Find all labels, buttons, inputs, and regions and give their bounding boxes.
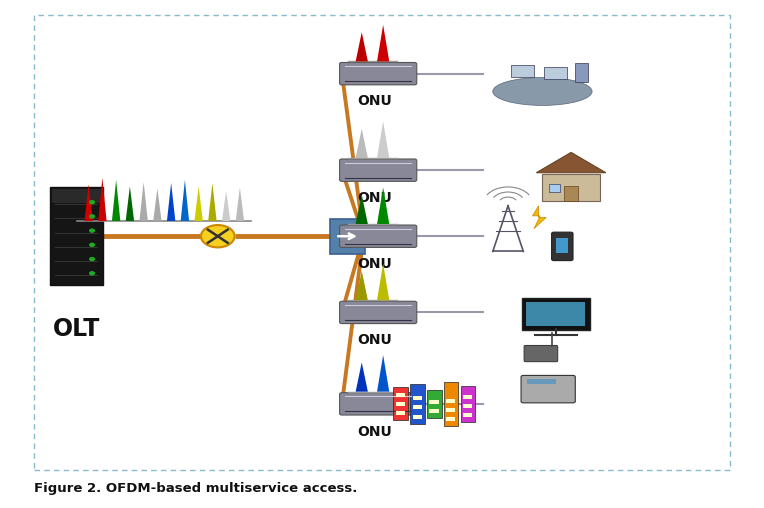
FancyBboxPatch shape [339,225,417,247]
Polygon shape [377,187,389,224]
Circle shape [90,243,95,246]
Polygon shape [98,178,107,221]
Polygon shape [533,206,546,229]
FancyBboxPatch shape [575,63,588,82]
Circle shape [90,201,95,204]
FancyBboxPatch shape [446,399,455,403]
FancyBboxPatch shape [542,174,600,201]
FancyBboxPatch shape [427,390,442,418]
Circle shape [90,272,95,275]
Polygon shape [181,180,189,221]
Polygon shape [355,32,367,61]
FancyBboxPatch shape [511,65,534,77]
FancyBboxPatch shape [556,238,568,253]
FancyBboxPatch shape [330,218,365,253]
FancyBboxPatch shape [413,415,422,419]
Polygon shape [222,190,231,221]
Polygon shape [377,355,389,392]
FancyBboxPatch shape [396,393,405,397]
Polygon shape [355,129,367,158]
Polygon shape [377,25,389,61]
FancyBboxPatch shape [544,67,567,79]
Text: ONU: ONU [357,257,392,271]
Polygon shape [126,186,134,221]
Polygon shape [194,186,203,221]
FancyBboxPatch shape [527,379,556,384]
FancyBboxPatch shape [413,396,422,400]
FancyBboxPatch shape [339,301,417,324]
FancyBboxPatch shape [446,417,455,421]
FancyBboxPatch shape [524,345,558,362]
Circle shape [90,229,95,232]
Polygon shape [377,264,389,300]
FancyBboxPatch shape [51,189,101,203]
Text: OLT: OLT [53,318,100,341]
FancyBboxPatch shape [552,232,573,261]
FancyBboxPatch shape [463,395,472,399]
FancyBboxPatch shape [461,386,475,422]
FancyBboxPatch shape [522,298,590,330]
Polygon shape [355,195,367,224]
Polygon shape [377,121,389,158]
FancyBboxPatch shape [339,62,417,85]
Text: ONU: ONU [357,94,392,109]
FancyBboxPatch shape [564,186,578,201]
Polygon shape [112,180,121,221]
Polygon shape [140,182,148,221]
Polygon shape [208,183,217,221]
Ellipse shape [493,77,592,106]
Polygon shape [355,271,367,300]
Polygon shape [536,152,606,173]
FancyBboxPatch shape [429,399,439,403]
Text: Figure 2. OFDM-based multiservice access.: Figure 2. OFDM-based multiservice access… [34,482,358,495]
FancyBboxPatch shape [444,382,458,426]
Circle shape [201,225,235,247]
FancyBboxPatch shape [463,404,472,408]
Polygon shape [167,183,176,221]
FancyBboxPatch shape [393,387,408,421]
FancyBboxPatch shape [446,408,455,412]
Polygon shape [235,187,244,221]
FancyBboxPatch shape [50,187,102,285]
Circle shape [90,258,95,261]
FancyBboxPatch shape [463,413,472,417]
FancyBboxPatch shape [396,402,405,406]
Text: ONU: ONU [357,191,392,205]
FancyBboxPatch shape [339,159,417,181]
FancyBboxPatch shape [413,405,422,409]
FancyBboxPatch shape [521,375,575,403]
FancyBboxPatch shape [429,408,439,412]
Polygon shape [85,184,93,221]
Circle shape [90,215,95,218]
Text: ONU: ONU [357,425,392,439]
FancyBboxPatch shape [526,302,585,326]
FancyBboxPatch shape [410,384,425,424]
FancyBboxPatch shape [396,411,405,416]
Polygon shape [355,362,367,392]
Text: ONU: ONU [357,333,392,347]
Polygon shape [153,188,162,221]
FancyBboxPatch shape [339,393,417,415]
FancyBboxPatch shape [549,184,560,192]
